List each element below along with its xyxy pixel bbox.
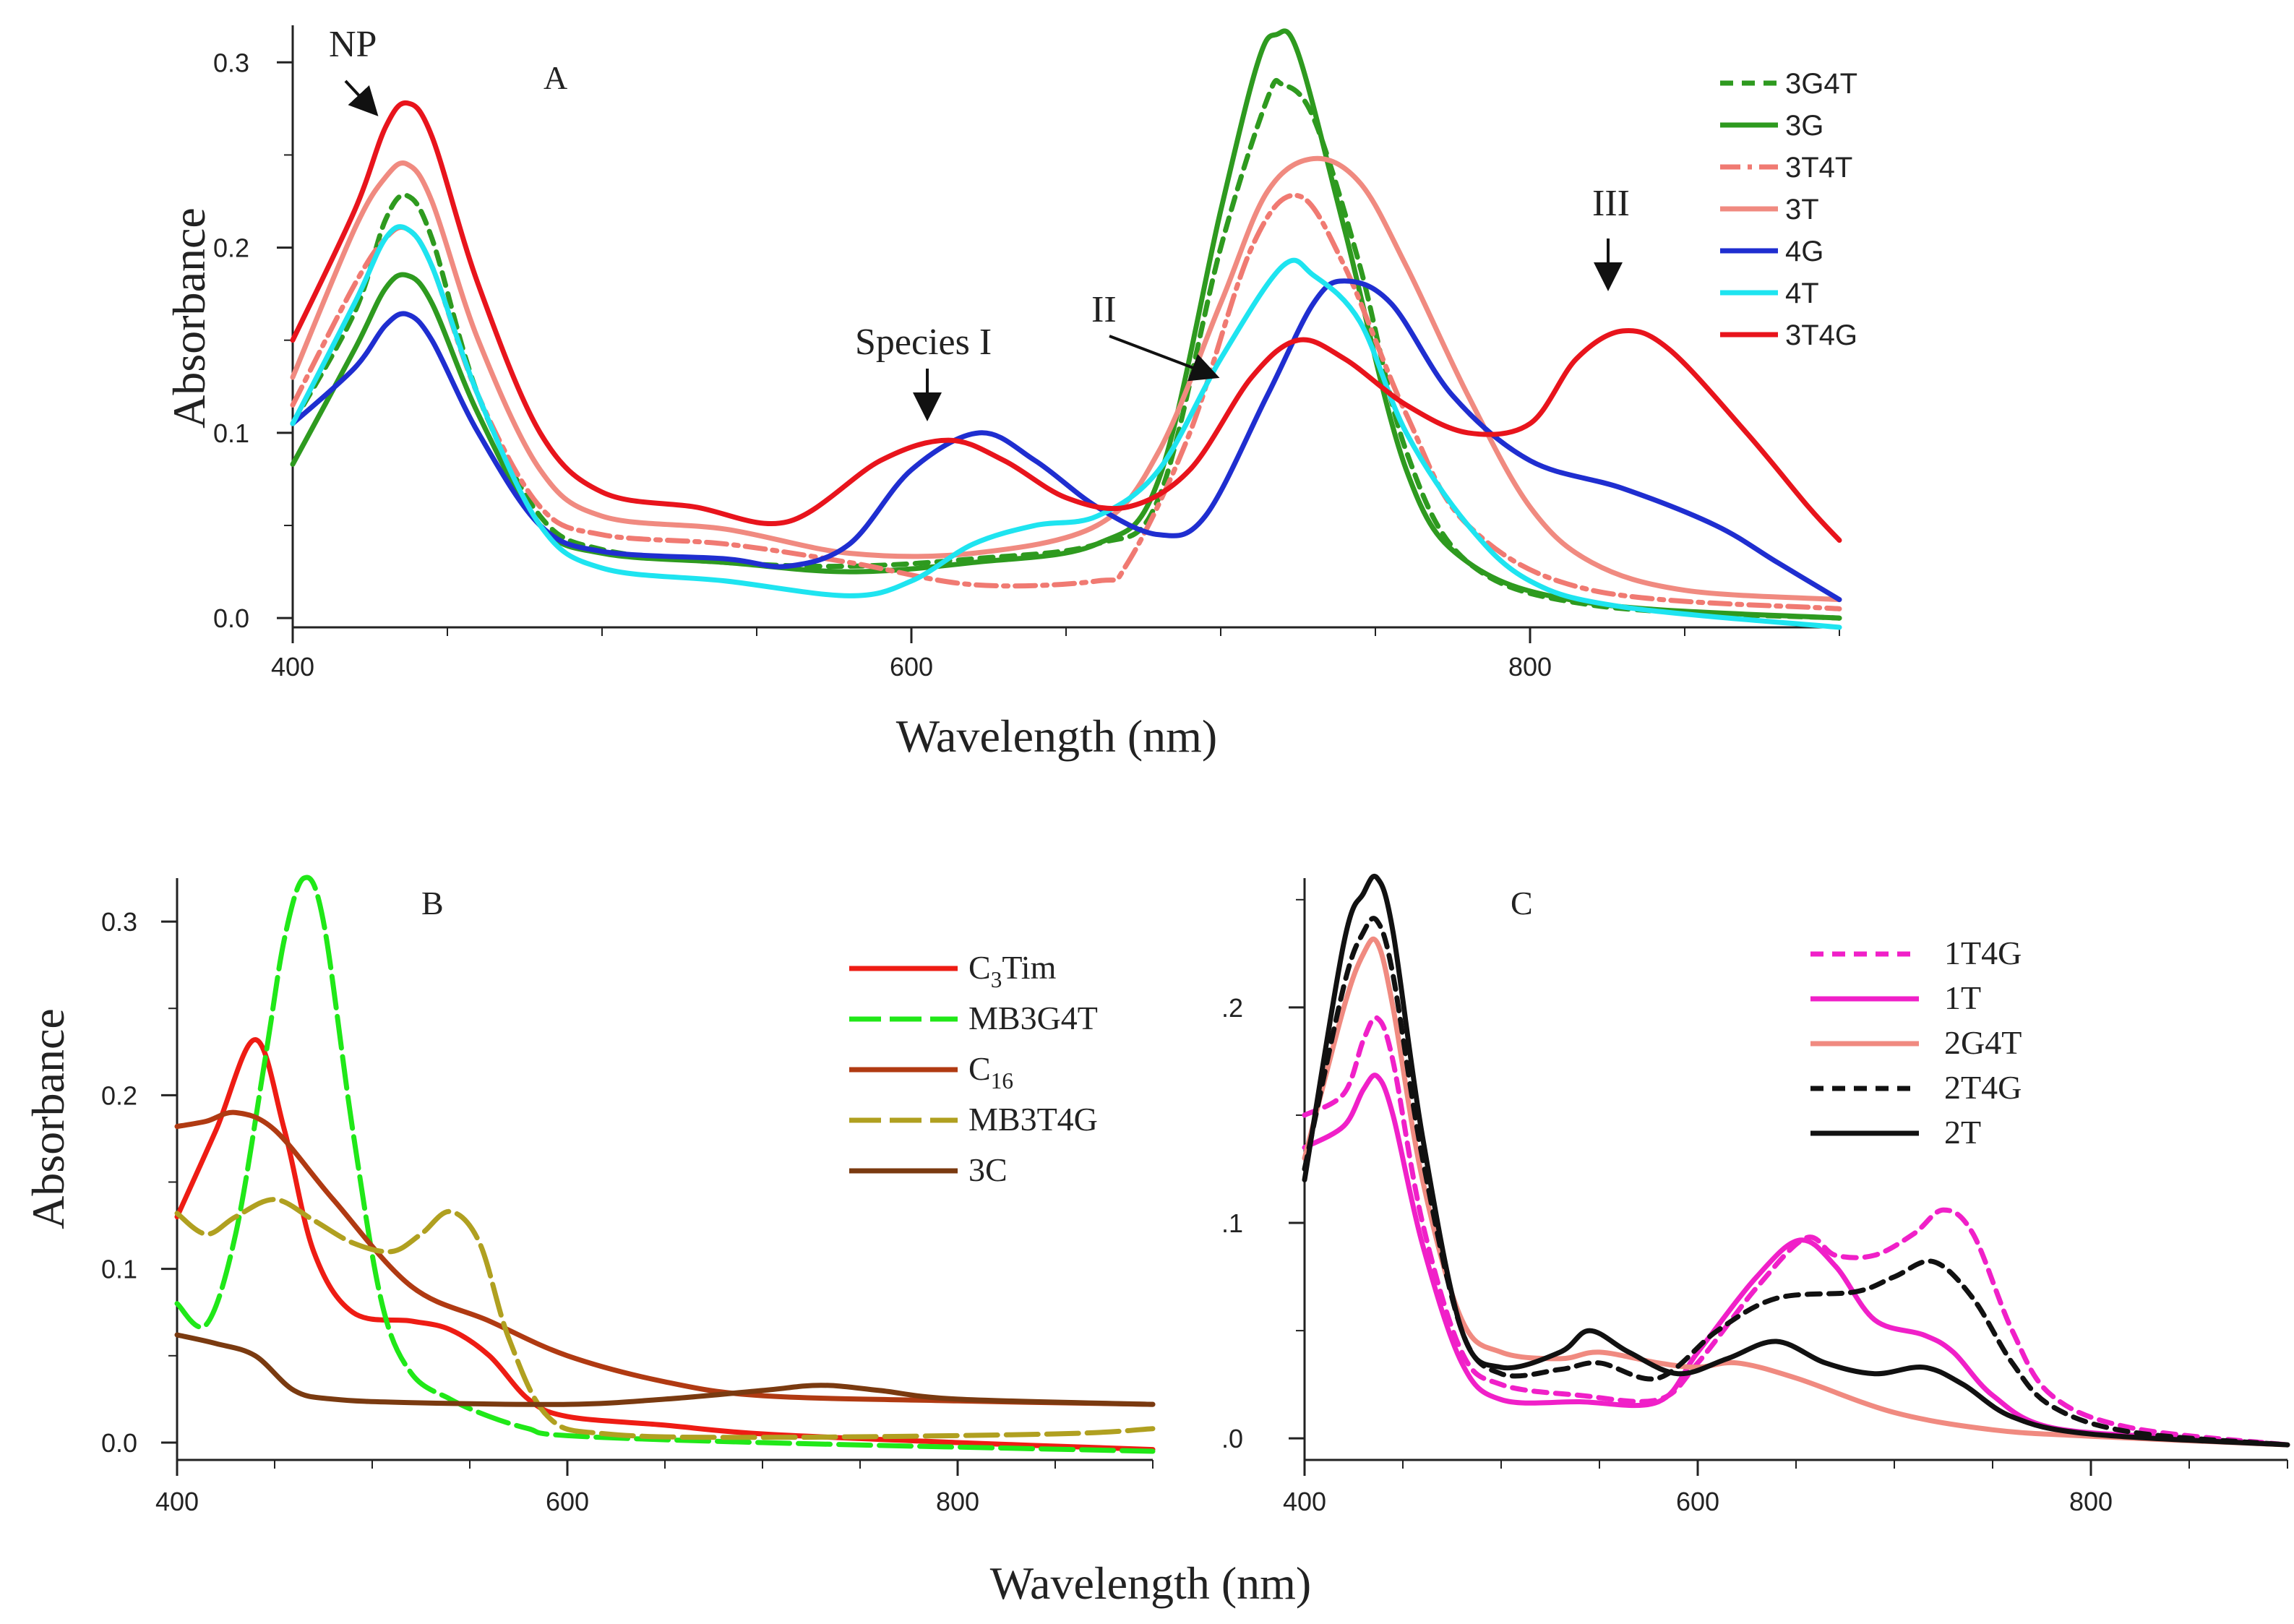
annotation-np-arrow (344, 80, 379, 116)
annotation-species-i: Species I (855, 322, 992, 363)
legend-label-c3tim: C3Tim (968, 949, 1057, 992)
y-tick-label: 0.3 (213, 48, 249, 77)
y-tick-label: 0.2 (101, 1080, 137, 1110)
legend-label-4g: 4G (1785, 236, 1823, 267)
panel-a-axes: 400 600 800 0.0 0.1 0.2 0.3 (213, 25, 1840, 682)
legend-label-2t: 2T (1944, 1114, 1981, 1151)
legend-label-3c: 3C (968, 1151, 1008, 1188)
y-tick-label: 0.0 (213, 603, 249, 633)
panel-a-label: A (544, 59, 567, 96)
series-line-2t (1302, 873, 2290, 1448)
panel-c-label: C (1511, 885, 1533, 921)
legend-label-3t4g: 3T4G (1785, 319, 1857, 351)
legend-label-2g4t: 2G4T (1944, 1024, 2022, 1061)
x-tick-label: 600 (890, 652, 933, 682)
y-tick-label: .0 (1221, 1424, 1243, 1453)
x-tick-label: 800 (2069, 1487, 2113, 1516)
panel-a-series-group (290, 28, 1842, 630)
y-tick-label: .1 (1221, 1208, 1243, 1238)
legend-label-1t: 1T (1944, 979, 1981, 1016)
series-line-2g4t (1302, 936, 2290, 1448)
y-tick-label: 0.2 (213, 233, 249, 263)
y-tick-label: 0.1 (101, 1255, 137, 1284)
x-tick-label: 800 (1508, 652, 1552, 682)
x-tick-label: 400 (155, 1487, 199, 1516)
legend-label-2t4g: 2T4G (1944, 1069, 2022, 1106)
panel-a-ylabel: Absorbance (163, 207, 215, 429)
annotation-ii-arrow (1109, 335, 1220, 382)
x-tick-label: 400 (271, 652, 314, 682)
panel-c-axes: 400 600 800 .0 .1 .2 (1221, 878, 2288, 1516)
legend-label-4t: 4T (1785, 278, 1819, 309)
series-line-4t (290, 224, 1842, 630)
legend-label-3g4t: 3G4T (1785, 68, 1857, 100)
legend-label-3g: 3G (1785, 110, 1823, 142)
series-line-3t4g (290, 100, 1842, 543)
panel-b-series-group (174, 875, 1156, 1454)
y-tick-label: 0.0 (101, 1428, 137, 1458)
series-line-3t (290, 155, 1842, 603)
annotation-iii: III (1592, 183, 1630, 224)
legend-label-3t4t: 3T4T (1785, 152, 1852, 184)
legend-label-1t4g: 1T4G (1944, 935, 2022, 971)
panel-b-legend: C3Tim MB3G4T C16 MB3T4G 3C (849, 949, 1098, 1188)
panel-b-label: B (421, 885, 444, 921)
series-line-2t4g (1302, 916, 2290, 1448)
x-tick-label: 600 (1676, 1487, 1719, 1516)
series-line-3g (290, 28, 1842, 621)
panel-c-legend: 1T4G 1T 2G4T 2T4G 2T (1810, 935, 2022, 1151)
series-line-3c (174, 1332, 1156, 1407)
x-tick-label: 800 (936, 1487, 979, 1516)
panel-c-series-group (1302, 873, 2290, 1448)
panel-b: 400 600 800 0.0 0.1 0.2 0.3 C3Tim MB3G4T C16 MB3T… (22, 875, 1311, 1609)
series-line-mb3t4g (174, 1197, 1156, 1440)
annotation-np: NP (329, 24, 377, 65)
panel-b-xlabel: Wavelength (nm) (990, 1558, 1311, 1609)
panel-a-xlabel: Wavelength (nm) (896, 710, 1217, 762)
series-line-4g (290, 278, 1842, 603)
legend-label-c16: C16 (968, 1050, 1013, 1094)
panel-c: 400 600 800 .0 .1 .2 1T4G 1T 2G4T 2T4G 2T C (1221, 873, 2290, 1516)
annotation-ii: II (1091, 289, 1117, 330)
legend-label-mb3t4g: MB3T4G (968, 1101, 1098, 1138)
legend-label-mb3g4t: MB3G4T (968, 1000, 1098, 1036)
legend-label-3t: 3T (1785, 194, 1819, 225)
series-line-1t4g (1302, 1015, 2290, 1448)
y-tick-label: .2 (1221, 993, 1243, 1023)
x-tick-label: 600 (546, 1487, 589, 1516)
x-tick-label: 400 (1283, 1487, 1326, 1516)
panel-b-axes: 400 600 800 0.0 0.1 0.2 0.3 (101, 878, 1154, 1516)
series-line-1t (1302, 1073, 2290, 1448)
panel-b-ylabel: Absorbance (22, 1008, 74, 1229)
y-tick-label: 0.3 (101, 907, 137, 937)
y-tick-label: 0.1 (213, 418, 249, 448)
